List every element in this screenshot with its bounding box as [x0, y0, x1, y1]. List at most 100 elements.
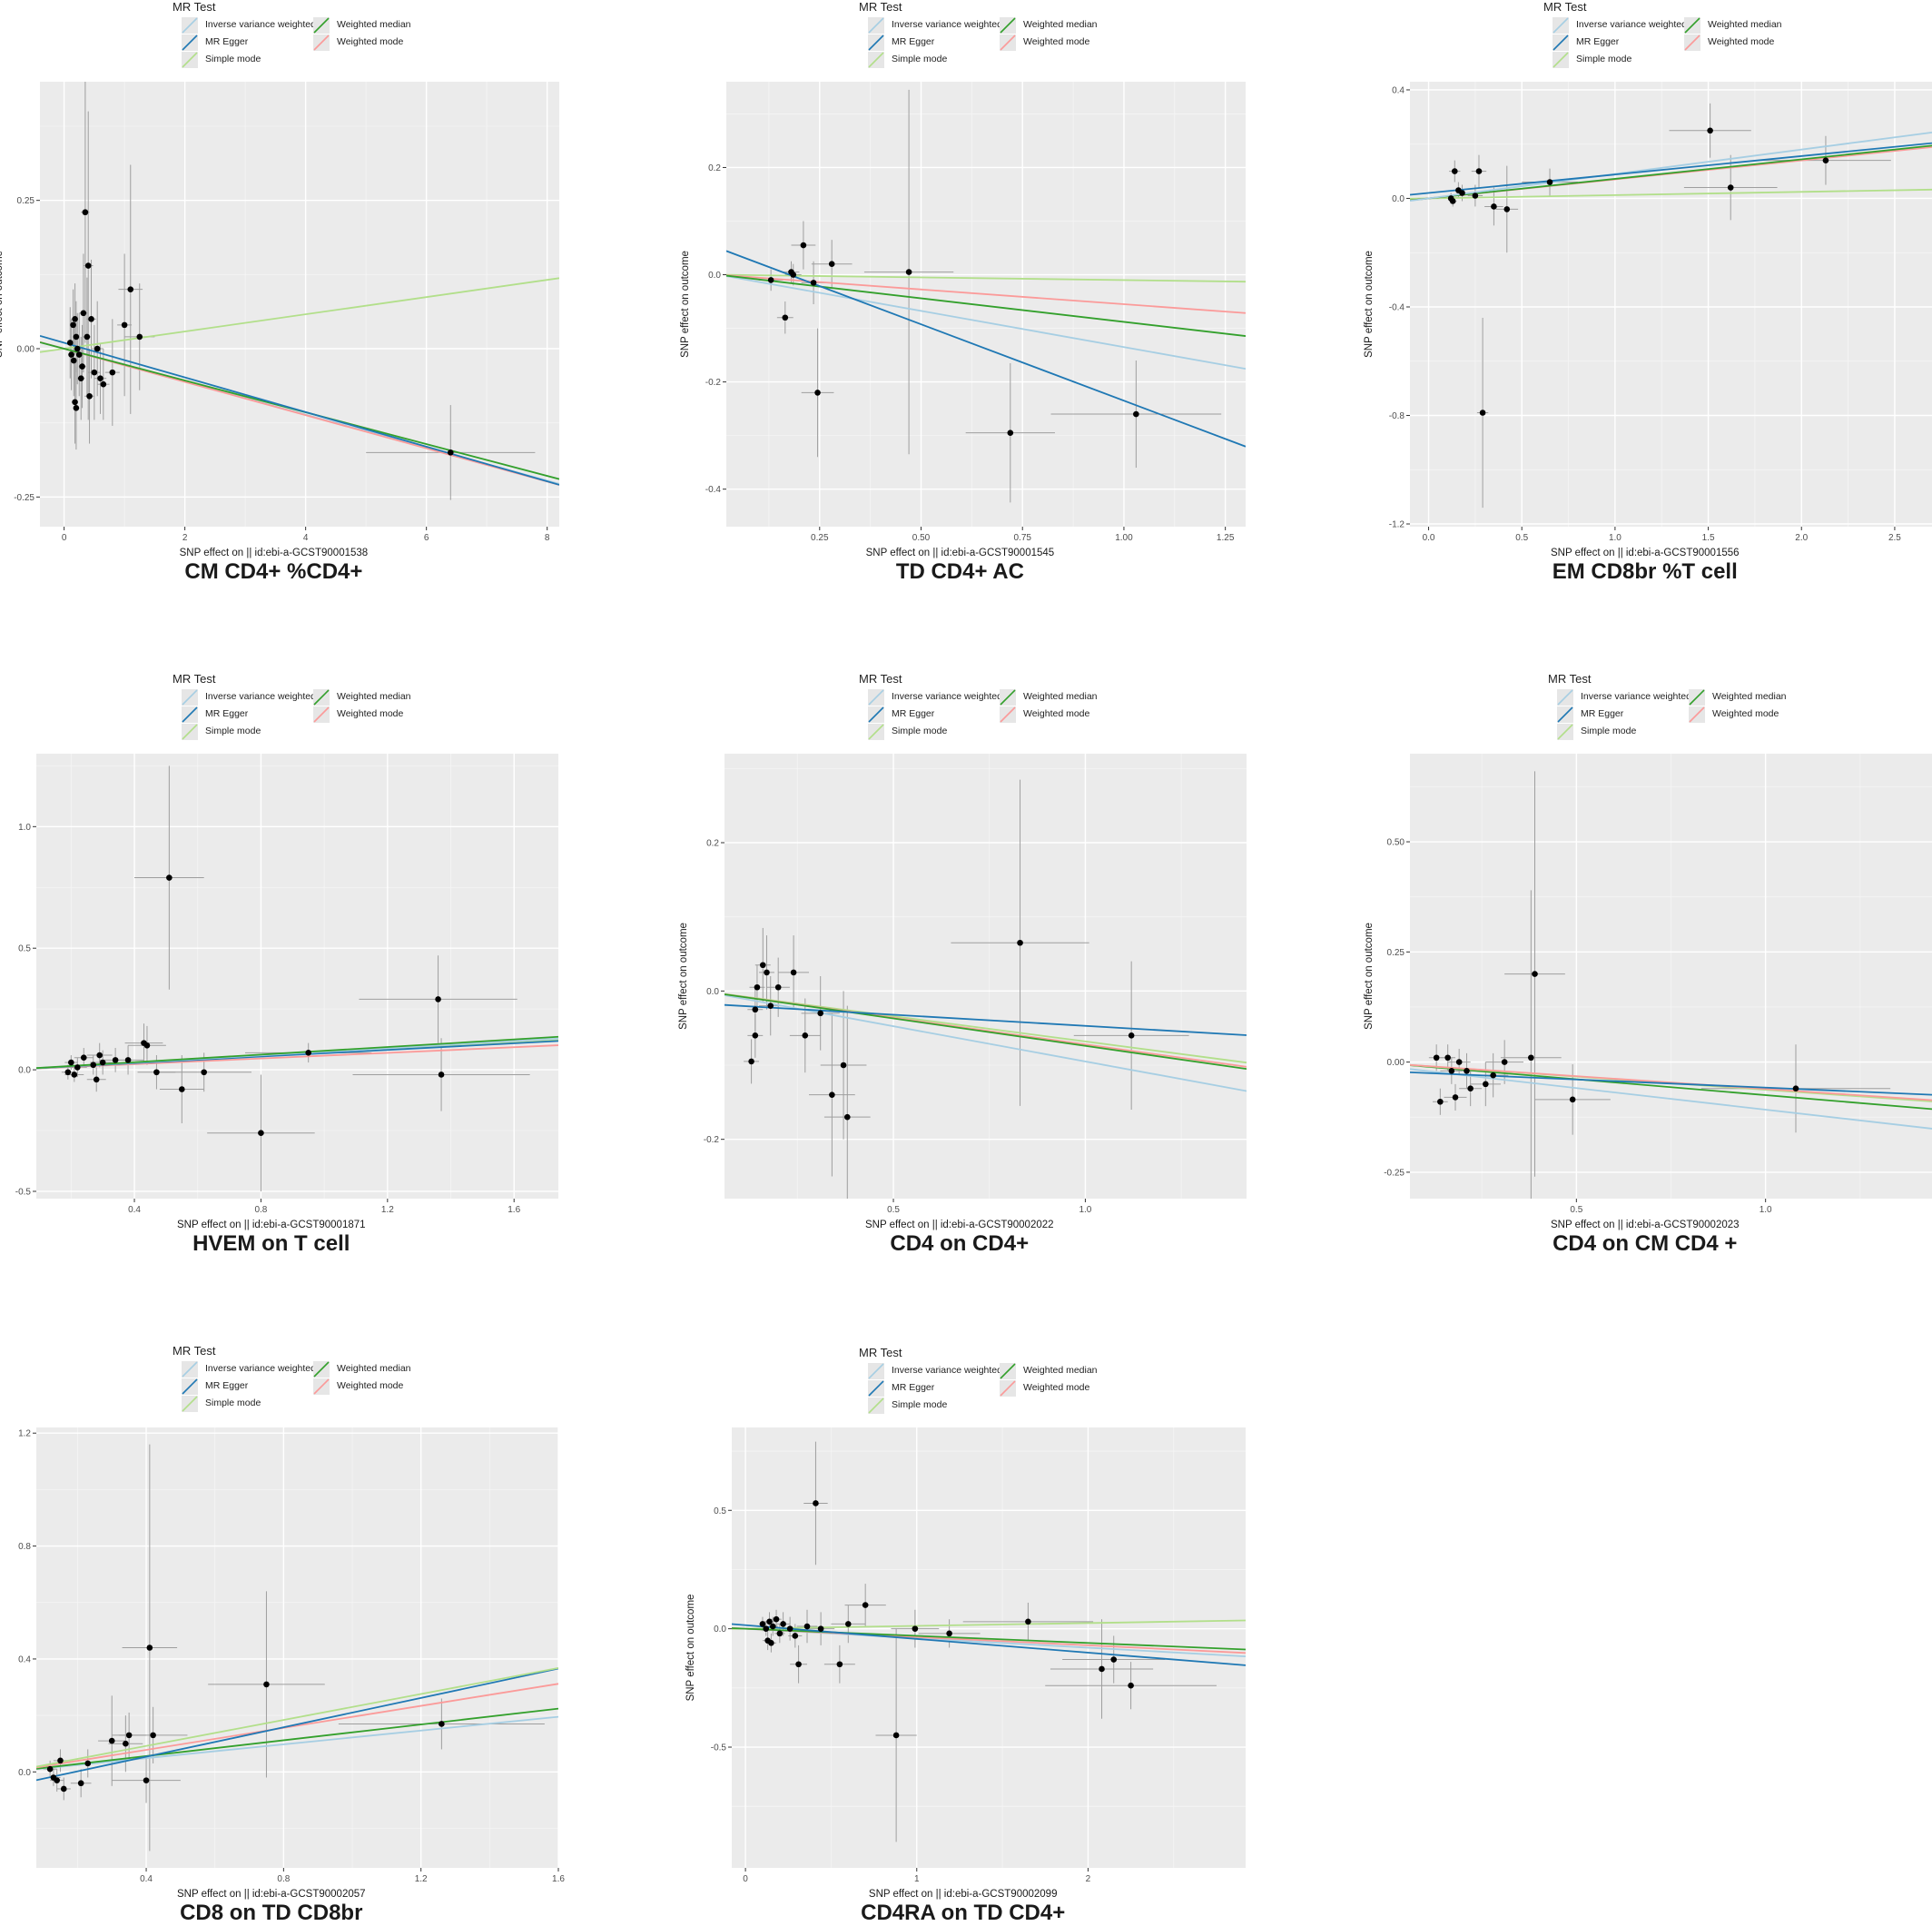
- data-point: [817, 1625, 824, 1632]
- data-point: [71, 1072, 78, 1078]
- data-point: [74, 345, 81, 352]
- data-point: [447, 449, 454, 456]
- data-point: [72, 399, 78, 406]
- data-point: [1479, 410, 1486, 416]
- legend-label: Weighted mode: [337, 708, 404, 719]
- legend-key-swatch: [1000, 1380, 1016, 1397]
- legend-key-swatch: [313, 1378, 330, 1395]
- data-point: [795, 1661, 802, 1668]
- legend-key-swatch: [182, 17, 198, 34]
- data-point: [802, 1032, 809, 1039]
- x-tick-label: 2.5: [1888, 533, 1901, 543]
- x-tick-label: 0.4: [128, 1205, 141, 1215]
- data-point: [1007, 430, 1014, 436]
- data-point: [125, 1732, 133, 1739]
- regression-line: [1410, 131, 1932, 202]
- legend-label: Weighted median: [337, 1363, 411, 1374]
- legend-key-swatch: [313, 706, 330, 723]
- legend-label: Weighted median: [1708, 19, 1782, 30]
- legend-label: Weighted median: [1023, 691, 1098, 702]
- regression-line: [1410, 1064, 1932, 1111]
- chart-title: CD4 on CD4+: [890, 1231, 1030, 1256]
- legend-label: Inverse variance weighted: [892, 691, 1002, 702]
- data-point: [73, 333, 80, 341]
- data-point: [305, 1050, 311, 1056]
- legend-label: Simple mode: [892, 54, 948, 64]
- x-tick-label: 1.25: [1217, 533, 1235, 543]
- legend-label: Simple mode: [205, 54, 261, 64]
- legend-key-swatch: [1552, 35, 1569, 51]
- data-point: [127, 286, 134, 292]
- data-point: [1569, 1096, 1576, 1103]
- legend-label: MR Egger: [1581, 708, 1624, 719]
- legend-label: Simple mode: [205, 726, 261, 736]
- regression-line: [732, 1619, 1246, 1630]
- plot-panel-background: [732, 1427, 1246, 1868]
- plot-panel-background: [1410, 82, 1932, 527]
- data-point: [79, 363, 85, 370]
- legend-label: MR Egger: [1576, 36, 1620, 47]
- regression-line: [36, 1683, 558, 1769]
- scatter-plot: 0.25 0.50 0.75 1.00 1.25 -0.4 -0.2 0.0 0.2 SNP ef…: [680, 82, 1246, 558]
- y-tick-label: -0.4: [1389, 302, 1405, 312]
- data-point: [892, 1732, 900, 1739]
- regression-line: [1410, 188, 1932, 200]
- legend: MR Test Inverse variance weighted Weighted…: [1548, 672, 1932, 745]
- legend-key-swatch: [313, 17, 330, 34]
- legend-key-swatch: [868, 52, 884, 68]
- chart-title: EM CD8br %T cell: [1552, 559, 1738, 584]
- data-point: [88, 316, 94, 322]
- data-point: [782, 314, 789, 321]
- y-tick-label: -0.8: [1389, 411, 1405, 421]
- chart-title: TD CD4+ AC: [895, 559, 1024, 584]
- plot-panel-background: [36, 1427, 558, 1868]
- legend-label: MR Egger: [205, 708, 249, 719]
- y-axis-title: SNP effect on outcome: [678, 923, 689, 1030]
- y-tick-label: 0.25: [1387, 948, 1405, 958]
- legend-key-swatch: [182, 1378, 198, 1395]
- data-point: [767, 277, 774, 283]
- y-tick-label: 0.4: [18, 1654, 31, 1664]
- legend: MR Test Inverse variance weighted Weighted…: [172, 672, 654, 745]
- data-point: [766, 1618, 773, 1625]
- legend-key-swatch: [182, 1396, 198, 1412]
- data-point: [439, 1721, 445, 1727]
- data-point: [84, 1760, 92, 1767]
- legend-label: Weighted median: [337, 19, 411, 30]
- regression-line: [1410, 142, 1932, 196]
- data-point: [153, 1069, 160, 1076]
- regression-line: [36, 1707, 558, 1770]
- legend: MR Test Inverse variance weighted Weighted…: [172, 0, 654, 73]
- legend-label: Weighted mode: [1708, 36, 1775, 47]
- data-point: [438, 1072, 445, 1078]
- data-point: [776, 1630, 784, 1637]
- x-tick-label: 0.5: [1515, 533, 1528, 543]
- regression-line: [40, 334, 559, 486]
- scatter-plot: 0.0 0.5 1.0 1.5 2.0 2.5 -1.2 -0.8 -0.4 0.0 0.4 SNP …: [1364, 82, 1932, 558]
- data-point: [905, 269, 912, 275]
- y-tick-label: -0.2: [705, 378, 722, 388]
- y-tick-label: 0.5: [714, 1506, 726, 1516]
- legend-key-swatch: [182, 35, 198, 51]
- legend-key-swatch: [868, 724, 884, 740]
- scatter-plot: 0 2 4 6 8 -0.25 0.00 0.25 SNP effect on || id:eb…: [0, 82, 559, 558]
- legend-label: MR Egger: [892, 1382, 935, 1393]
- y-tick-label: 0.0: [18, 1768, 31, 1778]
- data-point: [1483, 1081, 1489, 1088]
- data-point: [54, 1777, 60, 1783]
- x-axis-title: SNP effect on || id:ebi-a-GCST90001871: [177, 1220, 366, 1230]
- data-point: [121, 321, 128, 329]
- x-tick-label: 0.5: [887, 1205, 900, 1215]
- plot-panel-background: [36, 754, 558, 1199]
- x-tick-label: 1.0: [1609, 533, 1622, 543]
- legend-key-swatch: [868, 1398, 884, 1414]
- data-point: [800, 242, 807, 249]
- data-point: [780, 1621, 786, 1627]
- legend: MR Test Inverse variance weighted Weighted…: [859, 0, 1340, 73]
- data-point: [82, 209, 89, 216]
- legend-label: Weighted mode: [1712, 708, 1779, 719]
- legend-label: Simple mode: [205, 1398, 261, 1408]
- data-point: [72, 316, 78, 322]
- x-tick-label: 0.4: [140, 1874, 153, 1884]
- y-tick-label: -0.25: [1384, 1168, 1405, 1178]
